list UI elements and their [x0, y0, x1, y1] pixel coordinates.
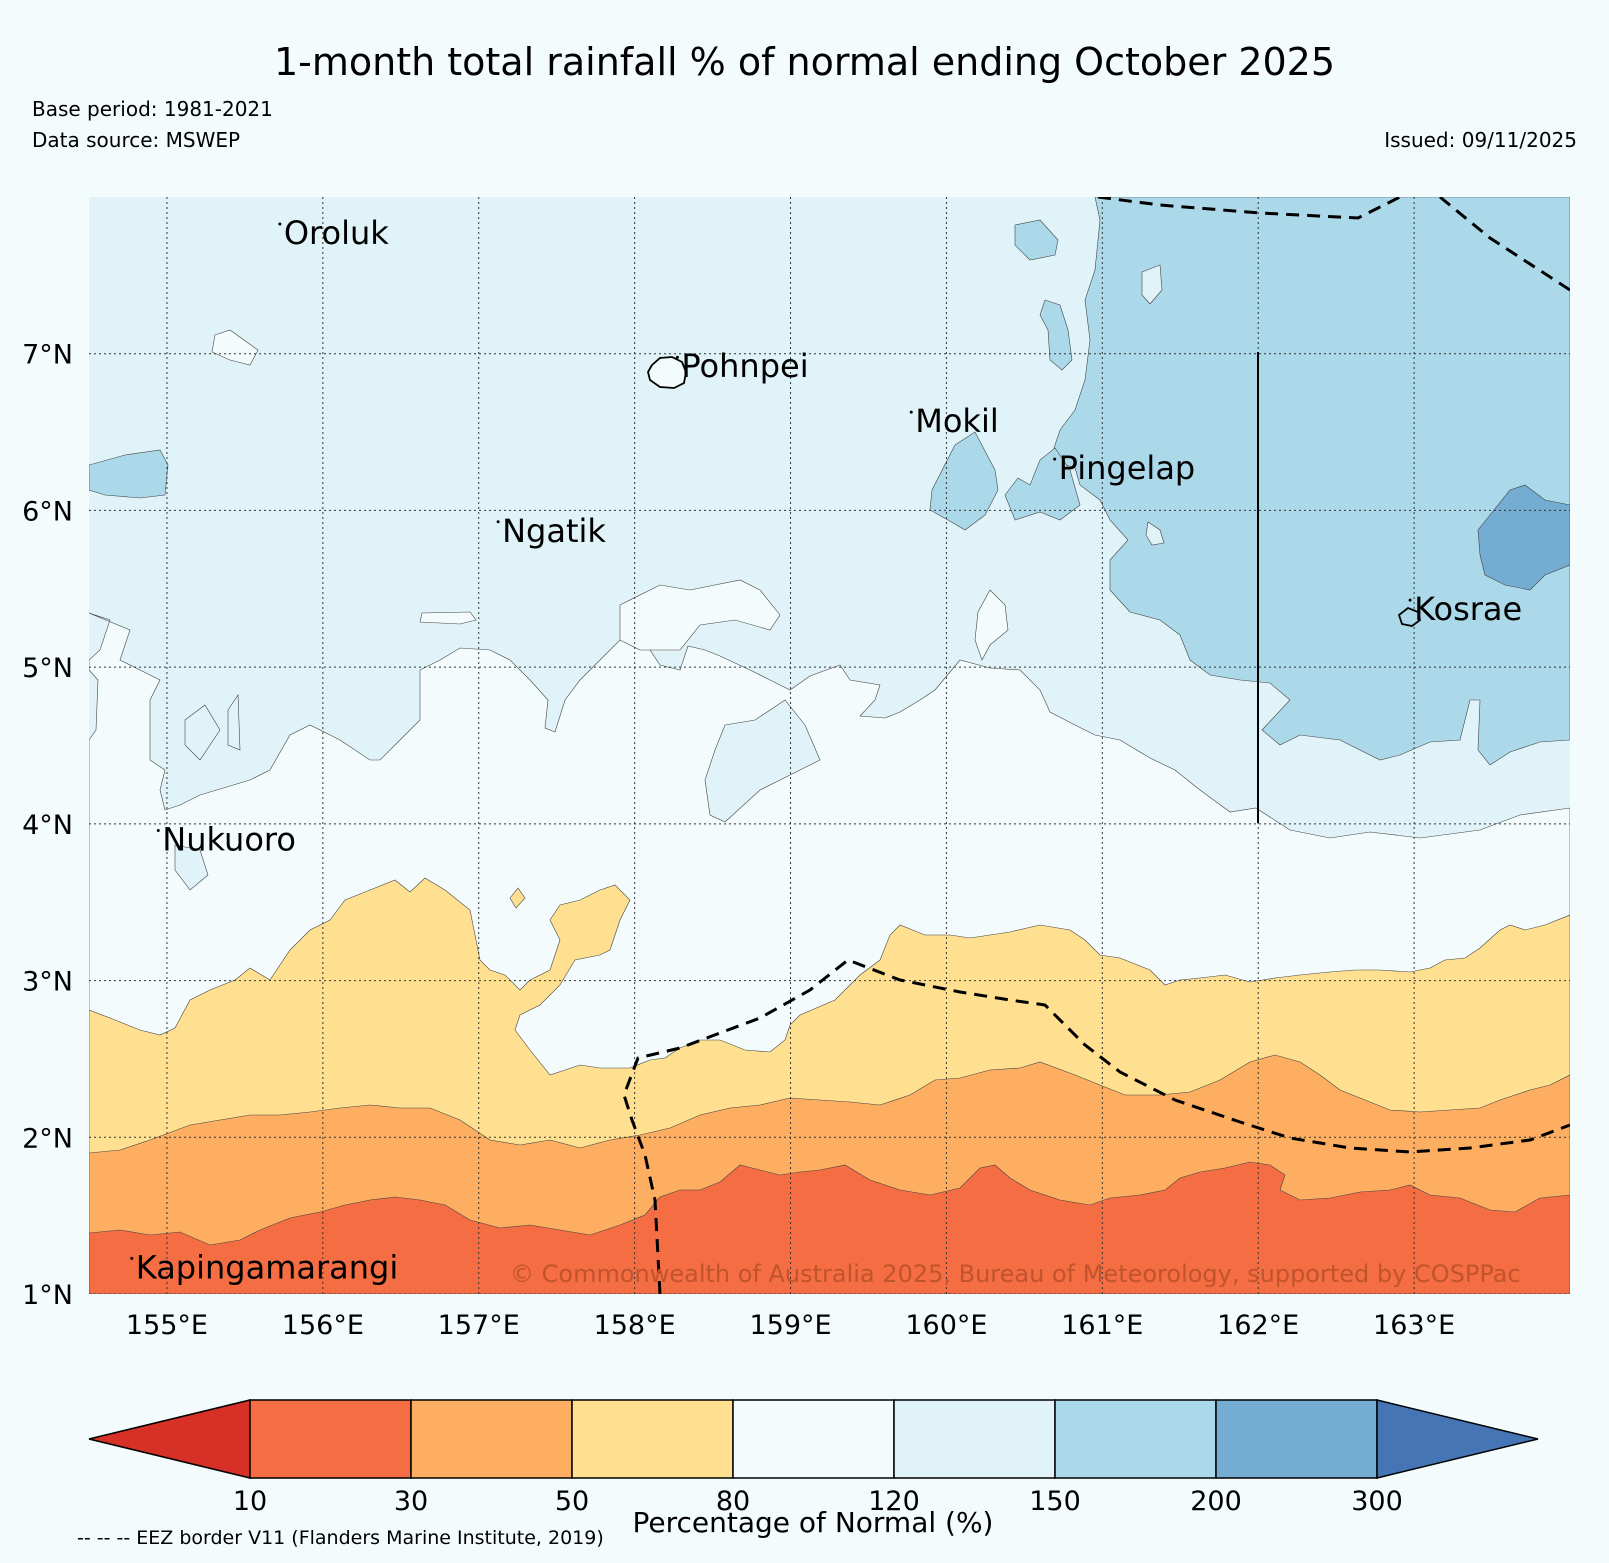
- colorbar-segment-50-80: [571, 1399, 734, 1479]
- place-label-kapingamarangi: Kapingamarangi: [136, 1248, 398, 1286]
- colorbar-tick-label: 150: [1029, 1486, 1081, 1517]
- zone-150-200-patch: [1004, 447, 1081, 521]
- latitude-labels: 1°N 2°N 3°N 4°N 5°N 6°N 7°N: [22, 340, 73, 1311]
- longitude-labels: 155°E 156°E 157°E 158°E 159°E 160°E 161°E 162°E…: [126, 1310, 1455, 1341]
- zone-120-150-patch: [227, 694, 241, 751]
- place-label-oroluk: Oroluk: [284, 214, 389, 252]
- data-source: Data source: MSWEP: [32, 128, 241, 152]
- island-marker: [1053, 457, 1057, 461]
- zone-150-200-patch: [1014, 219, 1059, 261]
- zone-200-300: [1477, 484, 1570, 591]
- latitude-tick-label: 2°N: [22, 1123, 73, 1154]
- island-marker: [909, 410, 913, 414]
- island-marker: [156, 828, 160, 832]
- latitude-tick-label: 5°N: [22, 653, 73, 684]
- colorbar-tick-label: 200: [1190, 1486, 1242, 1517]
- colorbar-tick-label: 300: [1351, 1486, 1403, 1517]
- longitude-tick-label: 161°E: [1061, 1310, 1143, 1341]
- eez-border-northeast: [1439, 197, 1570, 292]
- zone-120-150-patch: [184, 704, 221, 761]
- place-label-pingelap: Pingelap: [1059, 449, 1196, 487]
- longitude-tick-label: 155°E: [126, 1310, 208, 1341]
- zone-50-80-patch: [509, 887, 526, 909]
- pohnpei-island: [647, 356, 687, 389]
- zone-120-150-patch: [704, 699, 821, 823]
- colorbar-segment-150-200: [1054, 1399, 1217, 1479]
- colorbar-tick-label: 120: [868, 1486, 920, 1517]
- zone-10-30: [89, 1161, 1570, 1294]
- colorbar-segment-80-120: [732, 1399, 895, 1479]
- colorbar-segment-10-30: [249, 1399, 412, 1479]
- longitude-tick-label: 158°E: [594, 1310, 676, 1341]
- colorbar-tick-label: 80: [716, 1486, 750, 1517]
- eez-border-north: [1097, 197, 1401, 220]
- zone-80-120-patch: [974, 589, 1009, 661]
- island-marker: [496, 520, 500, 524]
- island-marker: [130, 1256, 134, 1260]
- zone-150-200-patch: [89, 449, 169, 499]
- zone-120-150-patch: [1145, 521, 1165, 546]
- gridlines: [89, 197, 1570, 1294]
- zone-80-120-patch: [419, 611, 477, 625]
- colorbar-tick-labels: 10 30 50 80 120 150 200 300: [233, 1486, 1403, 1517]
- zone-120-150-patch: [174, 844, 209, 891]
- zone-150-200-patch: [929, 431, 999, 531]
- issued-date: Issued: 09/11/2025: [1384, 128, 1577, 152]
- zone-150-200: [1049, 197, 1570, 766]
- zone-80-120-patch: [619, 579, 781, 651]
- latitude-tick-label: 7°N: [22, 340, 73, 371]
- longitude-tick-label: 163°E: [1373, 1310, 1455, 1341]
- colorbar-low-arrow: [88, 1399, 251, 1479]
- place-label-nukuoro: Nukuoro: [162, 820, 296, 858]
- colorbar-segment-120-150: [893, 1399, 1056, 1479]
- eez-borders: [622, 197, 1570, 1294]
- place-label-pohnpei: Pohnpei: [681, 347, 808, 385]
- base-period: Base period: 1981-2021: [32, 97, 273, 121]
- place-label-mokil: Mokil: [915, 402, 999, 440]
- map-plot-area: © Commonwealth of Australia 2025, Bureau…: [89, 197, 1570, 1294]
- place-label-ngatik: Ngatik: [502, 512, 606, 550]
- longitude-tick-label: 162°E: [1217, 1310, 1299, 1341]
- island-marker: [278, 222, 282, 226]
- colorbar-title: Percentage of Normal (%): [633, 1506, 994, 1539]
- latitude-tick-label: 1°N: [22, 1280, 73, 1311]
- colorbar: 10 30 50 80 120 150 200 300 Percentage of Norma…: [88, 1399, 1539, 1539]
- colorbar-segment-30-50: [410, 1399, 573, 1479]
- copyright-notice: © Commonwealth of Australia 2025, Bureau…: [510, 1260, 1521, 1288]
- map-title: 1-month total rainfall % of normal endin…: [273, 40, 1336, 84]
- zone-120-150-patch: [1141, 264, 1163, 305]
- longitude-tick-label: 160°E: [905, 1310, 987, 1341]
- longitude-tick-label: 159°E: [749, 1310, 831, 1341]
- place-labels: Oroluk Pohnpei Mokil Pingelap Ngatik Kosrae Nu…: [130, 214, 1522, 1286]
- longitude-tick-label: 157°E: [438, 1310, 520, 1341]
- colorbar-tick-label: 30: [394, 1486, 428, 1517]
- eez-border-note: -- -- -- EEZ border V11 (Flanders Marine…: [77, 1527, 604, 1549]
- colorbar-tick-label: 10: [233, 1486, 267, 1517]
- latitude-tick-label: 3°N: [22, 967, 73, 998]
- longitude-tick-label: 156°E: [282, 1310, 364, 1341]
- colorbar-high-arrow: [1376, 1399, 1539, 1479]
- latitude-tick-label: 6°N: [22, 496, 73, 527]
- eez-border-south: [622, 958, 1570, 1294]
- colorbar-segment-200-300: [1215, 1399, 1378, 1479]
- colorbar-tick-label: 50: [555, 1486, 589, 1517]
- place-label-kosrae: Kosrae: [1414, 590, 1522, 628]
- kosrae-island: [1397, 606, 1422, 627]
- zone-150-200-patch: [1039, 299, 1073, 371]
- latitude-tick-label: 4°N: [22, 810, 73, 841]
- island-marker: [675, 355, 679, 359]
- zone-80-120-patch: [211, 329, 259, 366]
- island-marker: [1408, 598, 1412, 602]
